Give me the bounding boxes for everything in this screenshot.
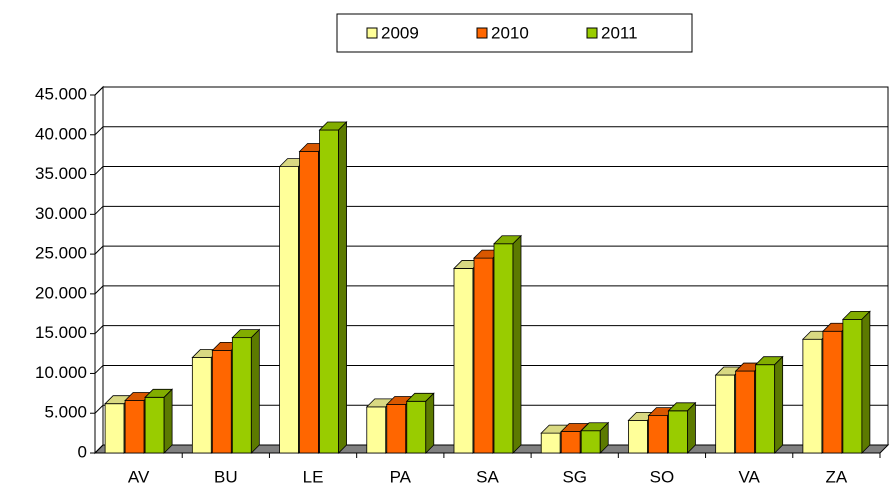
x-tick-label: SG [562, 467, 587, 486]
bar [366, 406, 387, 454]
bar-side [774, 355, 784, 454]
grid-line [94, 325, 888, 335]
bar [580, 430, 601, 454]
bar-side [338, 121, 347, 454]
bar [279, 166, 299, 454]
legend-swatch [366, 27, 378, 39]
bar [560, 431, 581, 454]
bar [406, 400, 427, 454]
y-tick-label: 10.000 [35, 363, 87, 382]
x-tick-label: BU [214, 467, 238, 486]
side-wall [94, 85, 104, 455]
bar-side [425, 392, 435, 454]
legend-swatch [476, 27, 488, 39]
legend-label: 2011 [601, 23, 638, 42]
y-tick-label: 20.000 [35, 283, 87, 302]
bar-side [250, 328, 260, 454]
grid-line [94, 444, 888, 454]
bar [628, 419, 648, 454]
bar [735, 370, 756, 454]
bar-side [861, 310, 871, 454]
grid-line [94, 86, 888, 96]
bar [842, 318, 863, 454]
bar [453, 268, 474, 454]
x-tick-label: VA [738, 467, 760, 486]
y-tick-label: 45.000 [35, 84, 87, 103]
x-tick-label: AV [128, 467, 150, 486]
bar [473, 257, 494, 454]
bar [493, 243, 514, 454]
grid-line [94, 126, 888, 136]
grid-line [94, 364, 888, 374]
bar [299, 151, 319, 454]
legend-label: 2009 [381, 23, 419, 42]
bar [648, 415, 668, 454]
bar [802, 338, 823, 454]
bar [715, 374, 736, 454]
y-tick-label: 40.000 [35, 124, 87, 143]
bar [191, 357, 212, 454]
bar [822, 330, 843, 454]
bar-side [512, 234, 522, 454]
x-tick-label: ZA [826, 467, 848, 486]
bar [144, 396, 165, 454]
bar [319, 129, 339, 454]
x-tick-label: PA [390, 467, 412, 486]
bar-side [163, 388, 173, 454]
grid-line [94, 285, 888, 295]
bar [124, 400, 145, 454]
bar-side [687, 401, 696, 454]
y-tick-label: 35.000 [35, 164, 87, 183]
y-tick-label: 30.000 [35, 204, 87, 223]
bar [104, 403, 125, 454]
bar [755, 364, 776, 454]
bar [211, 349, 232, 454]
y-tick-label: 15.000 [35, 323, 87, 342]
y-tick-label: 0 [78, 442, 87, 461]
x-tick-label: SA [476, 467, 499, 486]
legend [336, 13, 693, 53]
bar-side [599, 421, 609, 454]
bar [231, 337, 252, 454]
grid-line [94, 166, 888, 175]
grid-line [94, 205, 888, 215]
bar [386, 404, 407, 454]
bar [540, 432, 561, 454]
x-tick-label: LE [303, 467, 324, 486]
grid-line [94, 245, 888, 255]
legend-label: 2010 [491, 23, 529, 42]
legend-swatch [586, 27, 598, 39]
y-tick-label: 25.000 [35, 244, 87, 263]
bar [668, 410, 688, 454]
x-tick-label: SO [650, 467, 675, 486]
y-tick-label: 5.000 [44, 403, 87, 422]
grid-line [94, 404, 888, 414]
